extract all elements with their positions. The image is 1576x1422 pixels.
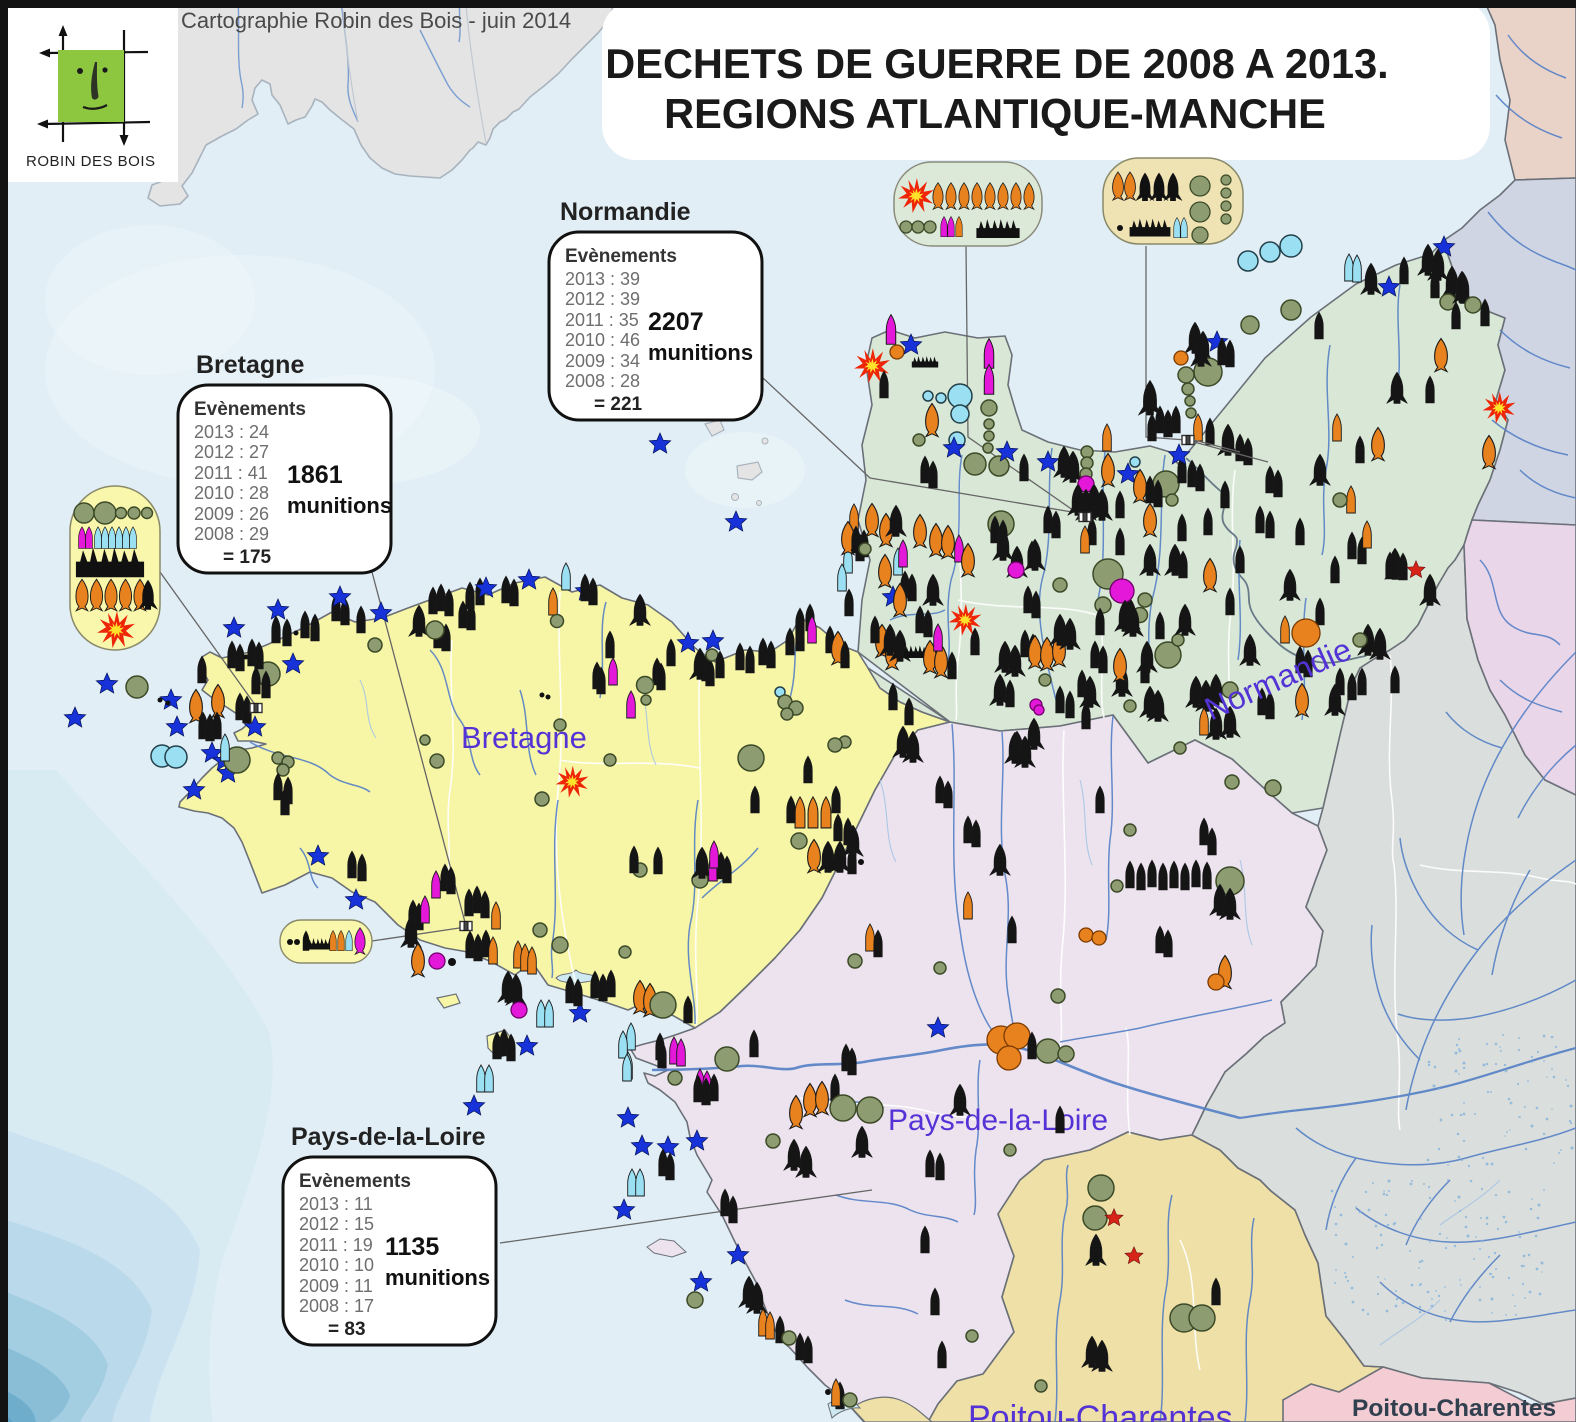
svg-text:2010 : 46: 2010 : 46 (565, 330, 640, 350)
svg-text:2013 : 24: 2013 : 24 (194, 422, 269, 442)
svg-text:Bretagne: Bretagne (196, 351, 304, 379)
svg-text:Bretagne: Bretagne (461, 720, 587, 755)
svg-text:2008 : 29: 2008 : 29 (194, 524, 269, 544)
svg-text:2012 : 39: 2012 : 39 (565, 289, 640, 309)
svg-text:Pays-de-la-Loire: Pays-de-la-Loire (888, 1104, 1108, 1137)
svg-text:2013 : 11: 2013 : 11 (299, 1194, 373, 1214)
svg-text:2012 : 27: 2012 : 27 (194, 442, 269, 462)
svg-text:Poitou-Charentes: Poitou-Charentes (1352, 1395, 1556, 1422)
svg-text:Evènements: Evènements (194, 399, 306, 420)
svg-text:= 83: = 83 (328, 1319, 366, 1340)
svg-text:DECHETS DE GUERRE DE 2008 A 20: DECHETS DE GUERRE DE 2008 A 2013. (605, 40, 1388, 87)
svg-text:1135: 1135 (385, 1233, 439, 1261)
svg-text:Evènements: Evènements (299, 1171, 411, 1192)
svg-text:REGIONS ATLANTIQUE-MANCHE: REGIONS ATLANTIQUE-MANCHE (664, 90, 1326, 137)
svg-text:2010 : 28: 2010 : 28 (194, 483, 269, 503)
svg-text:1861: 1861 (287, 461, 343, 489)
svg-text:2013 : 39: 2013 : 39 (565, 269, 640, 289)
svg-text:Pays-de-la-Loire: Pays-de-la-Loire (291, 1123, 486, 1151)
svg-text:Cartographie Robin des Bois -: Cartographie Robin des Bois - juin 2014 (181, 8, 571, 33)
svg-text:2011 : 19: 2011 : 19 (299, 1235, 373, 1255)
svg-text:ROBIN DES BOIS: ROBIN DES BOIS (26, 153, 156, 170)
svg-text:2011 : 35: 2011 : 35 (565, 310, 639, 330)
svg-text:2008 : 17: 2008 : 17 (299, 1296, 374, 1316)
svg-text:= 221: = 221 (594, 394, 643, 415)
svg-text:2009 : 26: 2009 : 26 (194, 504, 269, 524)
svg-text:munitions: munitions (385, 1265, 490, 1290)
svg-text:2011 : 41: 2011 : 41 (194, 463, 268, 483)
svg-text:2207: 2207 (648, 308, 704, 336)
svg-text:munitions: munitions (648, 340, 753, 365)
svg-text:Normandie: Normandie (560, 198, 691, 226)
svg-text:2008 : 28: 2008 : 28 (565, 371, 640, 391)
svg-text:2009 : 11: 2009 : 11 (299, 1276, 373, 1296)
svg-text:2010 : 10: 2010 : 10 (299, 1255, 374, 1275)
svg-text:2009 : 34: 2009 : 34 (565, 351, 640, 371)
svg-text:2012 : 15: 2012 : 15 (299, 1214, 374, 1234)
svg-text:Evènements: Evènements (565, 246, 677, 267)
svg-text:munitions: munitions (287, 493, 392, 518)
svg-text:Poitou-Charentes: Poitou-Charentes (968, 1399, 1233, 1422)
svg-text:= 175: = 175 (223, 547, 272, 568)
